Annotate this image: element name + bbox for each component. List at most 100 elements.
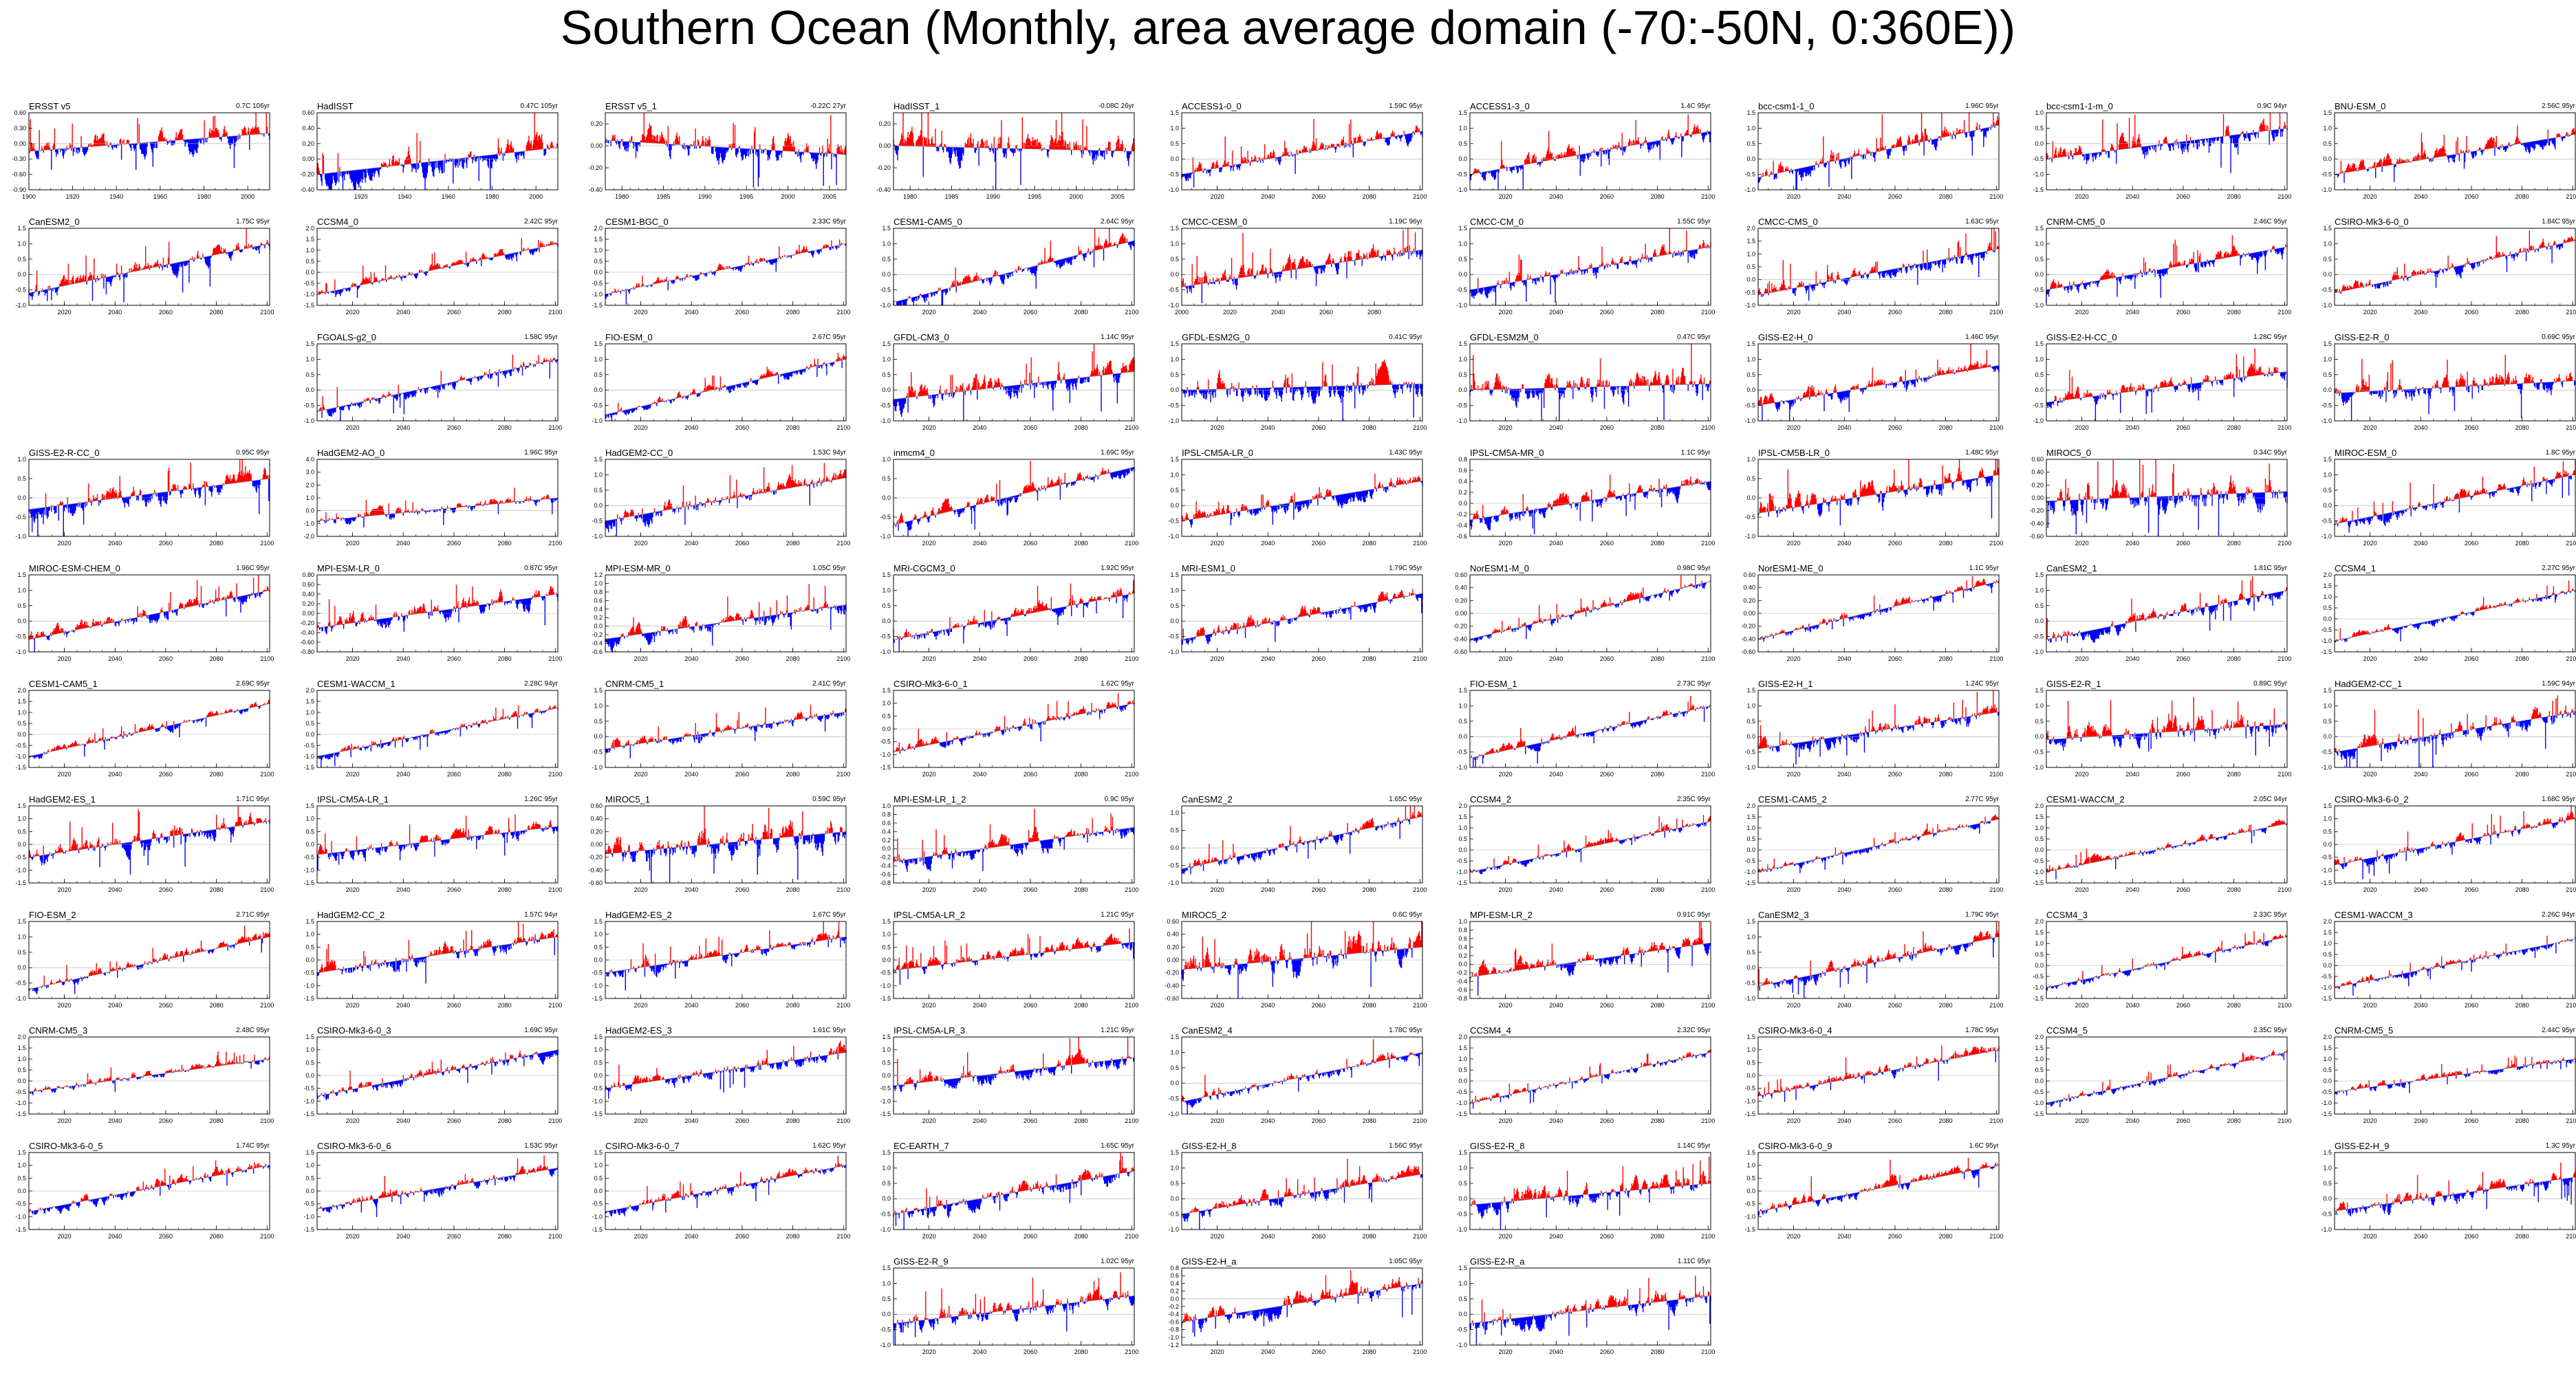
y-tick-label: 1.5 — [2323, 1149, 2332, 1156]
y-tick-label: 1.0 — [594, 247, 603, 254]
y-tick-label: 0.5 — [1170, 371, 1179, 378]
trend-line — [1181, 593, 1423, 640]
x-tick-label: 2020 — [634, 771, 648, 778]
x-tick-label: 2080 — [1939, 1002, 1953, 1009]
y-tick-label: 1.0 — [305, 709, 314, 716]
y-tick-label: -1.5 — [880, 764, 891, 771]
y-tick-label: -1.0 — [1168, 302, 1179, 309]
y-tick-label: -0.20 — [2029, 507, 2044, 514]
x-tick-label: 2080 — [498, 540, 512, 547]
panel-trend-label: 1.53C 95yr — [524, 1142, 558, 1150]
x-tick-label: 2040 — [1549, 1117, 1563, 1124]
y-tick-label: -0.5 — [1744, 514, 1755, 521]
y-tick-label: 0.6 — [1170, 1272, 1179, 1279]
panel-trend-label: 1.19C 96yr — [1389, 218, 1422, 226]
y-tick-label: -0.5 — [880, 1085, 891, 1092]
y-tick-label: -0.5 — [1456, 171, 1467, 178]
chart-panel: MIROC-ESM-CHEM_0 1.96C 95yr 1.5 1.0 0.5 0.0 -0… — [0, 563, 275, 665]
x-tick-label: 2040 — [2125, 193, 2139, 200]
panel-title: MIROC5_2 — [1182, 910, 1227, 920]
y-tick-label: 0.5 — [2323, 140, 2332, 147]
y-tick-label: 0.2 — [882, 837, 891, 844]
y-tick-label: -0.5 — [2033, 287, 2044, 294]
x-tick-label: 2020 — [1499, 1002, 1513, 1009]
y-tick-label: 0.5 — [594, 487, 603, 494]
y-tick-label: -1.0 — [2321, 1100, 2332, 1106]
x-tick-label: 2040 — [684, 424, 698, 431]
above-trend-series — [1760, 1157, 2000, 1212]
plot-frame — [1181, 459, 1423, 537]
y-tick-label: -0.5 — [2321, 1211, 2332, 1218]
x-tick-label: 2040 — [396, 771, 410, 778]
y-tick-label: 1.5 — [1746, 918, 1755, 925]
chart-panel: GFDL-ESM2G_0 0.41C 95yr 1.5 1.0 0.5 0.0 -0.5 -1… — [1153, 332, 1428, 434]
panel-title: CESM1-WACCM_2 — [2046, 794, 2125, 805]
y-tick-label: -0.5 — [592, 1201, 603, 1208]
x-tick-label: 2060 — [159, 1233, 173, 1240]
x-tick-label: 2100 — [1701, 1002, 1715, 1009]
y-tick-label: 1.5 — [2323, 929, 2332, 936]
y-tick-label: -0.2 — [1456, 970, 1467, 976]
chart-panel: HadGEM2-ES_2 1.67C 95yr 1.5 1.0 0.5 0.0 -0.5 -1… — [576, 910, 852, 1012]
trend-line — [2334, 818, 2576, 866]
x-tick-label: 2080 — [1939, 655, 1953, 662]
y-tick-label: 0.0 — [2035, 733, 2044, 740]
y-tick-label: 2.0 — [2035, 918, 2044, 925]
panel-trend-label: 1.43C 95yr — [1389, 449, 1422, 457]
above-trend-series — [1189, 1159, 1421, 1213]
x-tick-label: 2100 — [1413, 1348, 1427, 1355]
below-trend-series — [1469, 131, 1711, 190]
above-trend-series — [2334, 1162, 2576, 1212]
x-tick-label: 2080 — [2227, 540, 2241, 547]
trend-line — [316, 359, 559, 412]
x-tick-label: 2040 — [973, 1348, 986, 1355]
y-tick-label: 2.0 — [594, 225, 603, 232]
above-trend-series — [1182, 589, 1416, 640]
y-tick-label: -1.0 — [1456, 1342, 1467, 1348]
x-tick-label: 2020 — [922, 1002, 936, 1009]
y-tick-label: -0.5 — [2033, 1089, 2044, 1095]
panel-trend-label: 1.69C 95yr — [524, 1027, 558, 1034]
y-tick-label: -1.0 — [15, 995, 26, 1002]
above-trend-series — [618, 353, 847, 412]
y-tick-label: -0.5 — [2033, 402, 2044, 409]
trend-line — [2046, 590, 2288, 640]
chart-panel: IPSL-CM5B-LR_0 1.48C 95yr 1.0 0.5 0.0 -0.5 -1.… — [1729, 448, 2004, 549]
x-tick-label: 2080 — [210, 771, 224, 778]
y-tick-label: 1.5 — [17, 1149, 26, 1156]
y-tick-label: 0.0 — [1170, 155, 1179, 162]
panel-trend-label: 0.59C 95yr — [812, 796, 846, 803]
x-tick-label: 2040 — [1261, 1117, 1275, 1124]
trend-line — [1469, 942, 1711, 978]
y-tick-label: 0.6 — [594, 597, 603, 604]
y-tick-label: 2.0 — [1746, 802, 1755, 809]
panel-title: CCSM4_0 — [317, 217, 358, 227]
y-tick-label: -1.0 — [592, 1097, 603, 1104]
trend-line — [1469, 580, 1711, 640]
trend-line — [2334, 939, 2576, 988]
plot-frame — [2334, 921, 2576, 999]
panel-title: CSIRO-Mk3-6-0_7 — [605, 1141, 680, 1151]
y-tick-label: 0.5 — [1170, 487, 1179, 494]
y-tick-label: 0.0 — [17, 1078, 26, 1084]
y-tick-label: 2.0 — [17, 687, 26, 694]
above-trend-series — [894, 461, 1131, 525]
y-tick-label: 1.5 — [17, 571, 26, 578]
y-tick-label: -1.5 — [303, 302, 314, 309]
y-tick-label: -0.5 — [880, 970, 891, 976]
panel-trend-label: 1.96C 95yr — [1965, 102, 1999, 110]
below-trend-series — [605, 937, 847, 991]
above-trend-series — [626, 1155, 845, 1208]
panel-trend-label: 1.1C 95yr — [1969, 565, 1999, 572]
panel-title: CESM1-WACCM_1 — [317, 679, 396, 689]
y-tick-label: -0.5 — [2321, 402, 2332, 409]
y-tick-label: 0.4 — [1170, 1280, 1179, 1287]
panel-title: ERSST v5_1 — [605, 101, 657, 111]
x-tick-label: 2040 — [1837, 1117, 1851, 1124]
x-tick-label: 2060 — [2176, 1117, 2190, 1124]
